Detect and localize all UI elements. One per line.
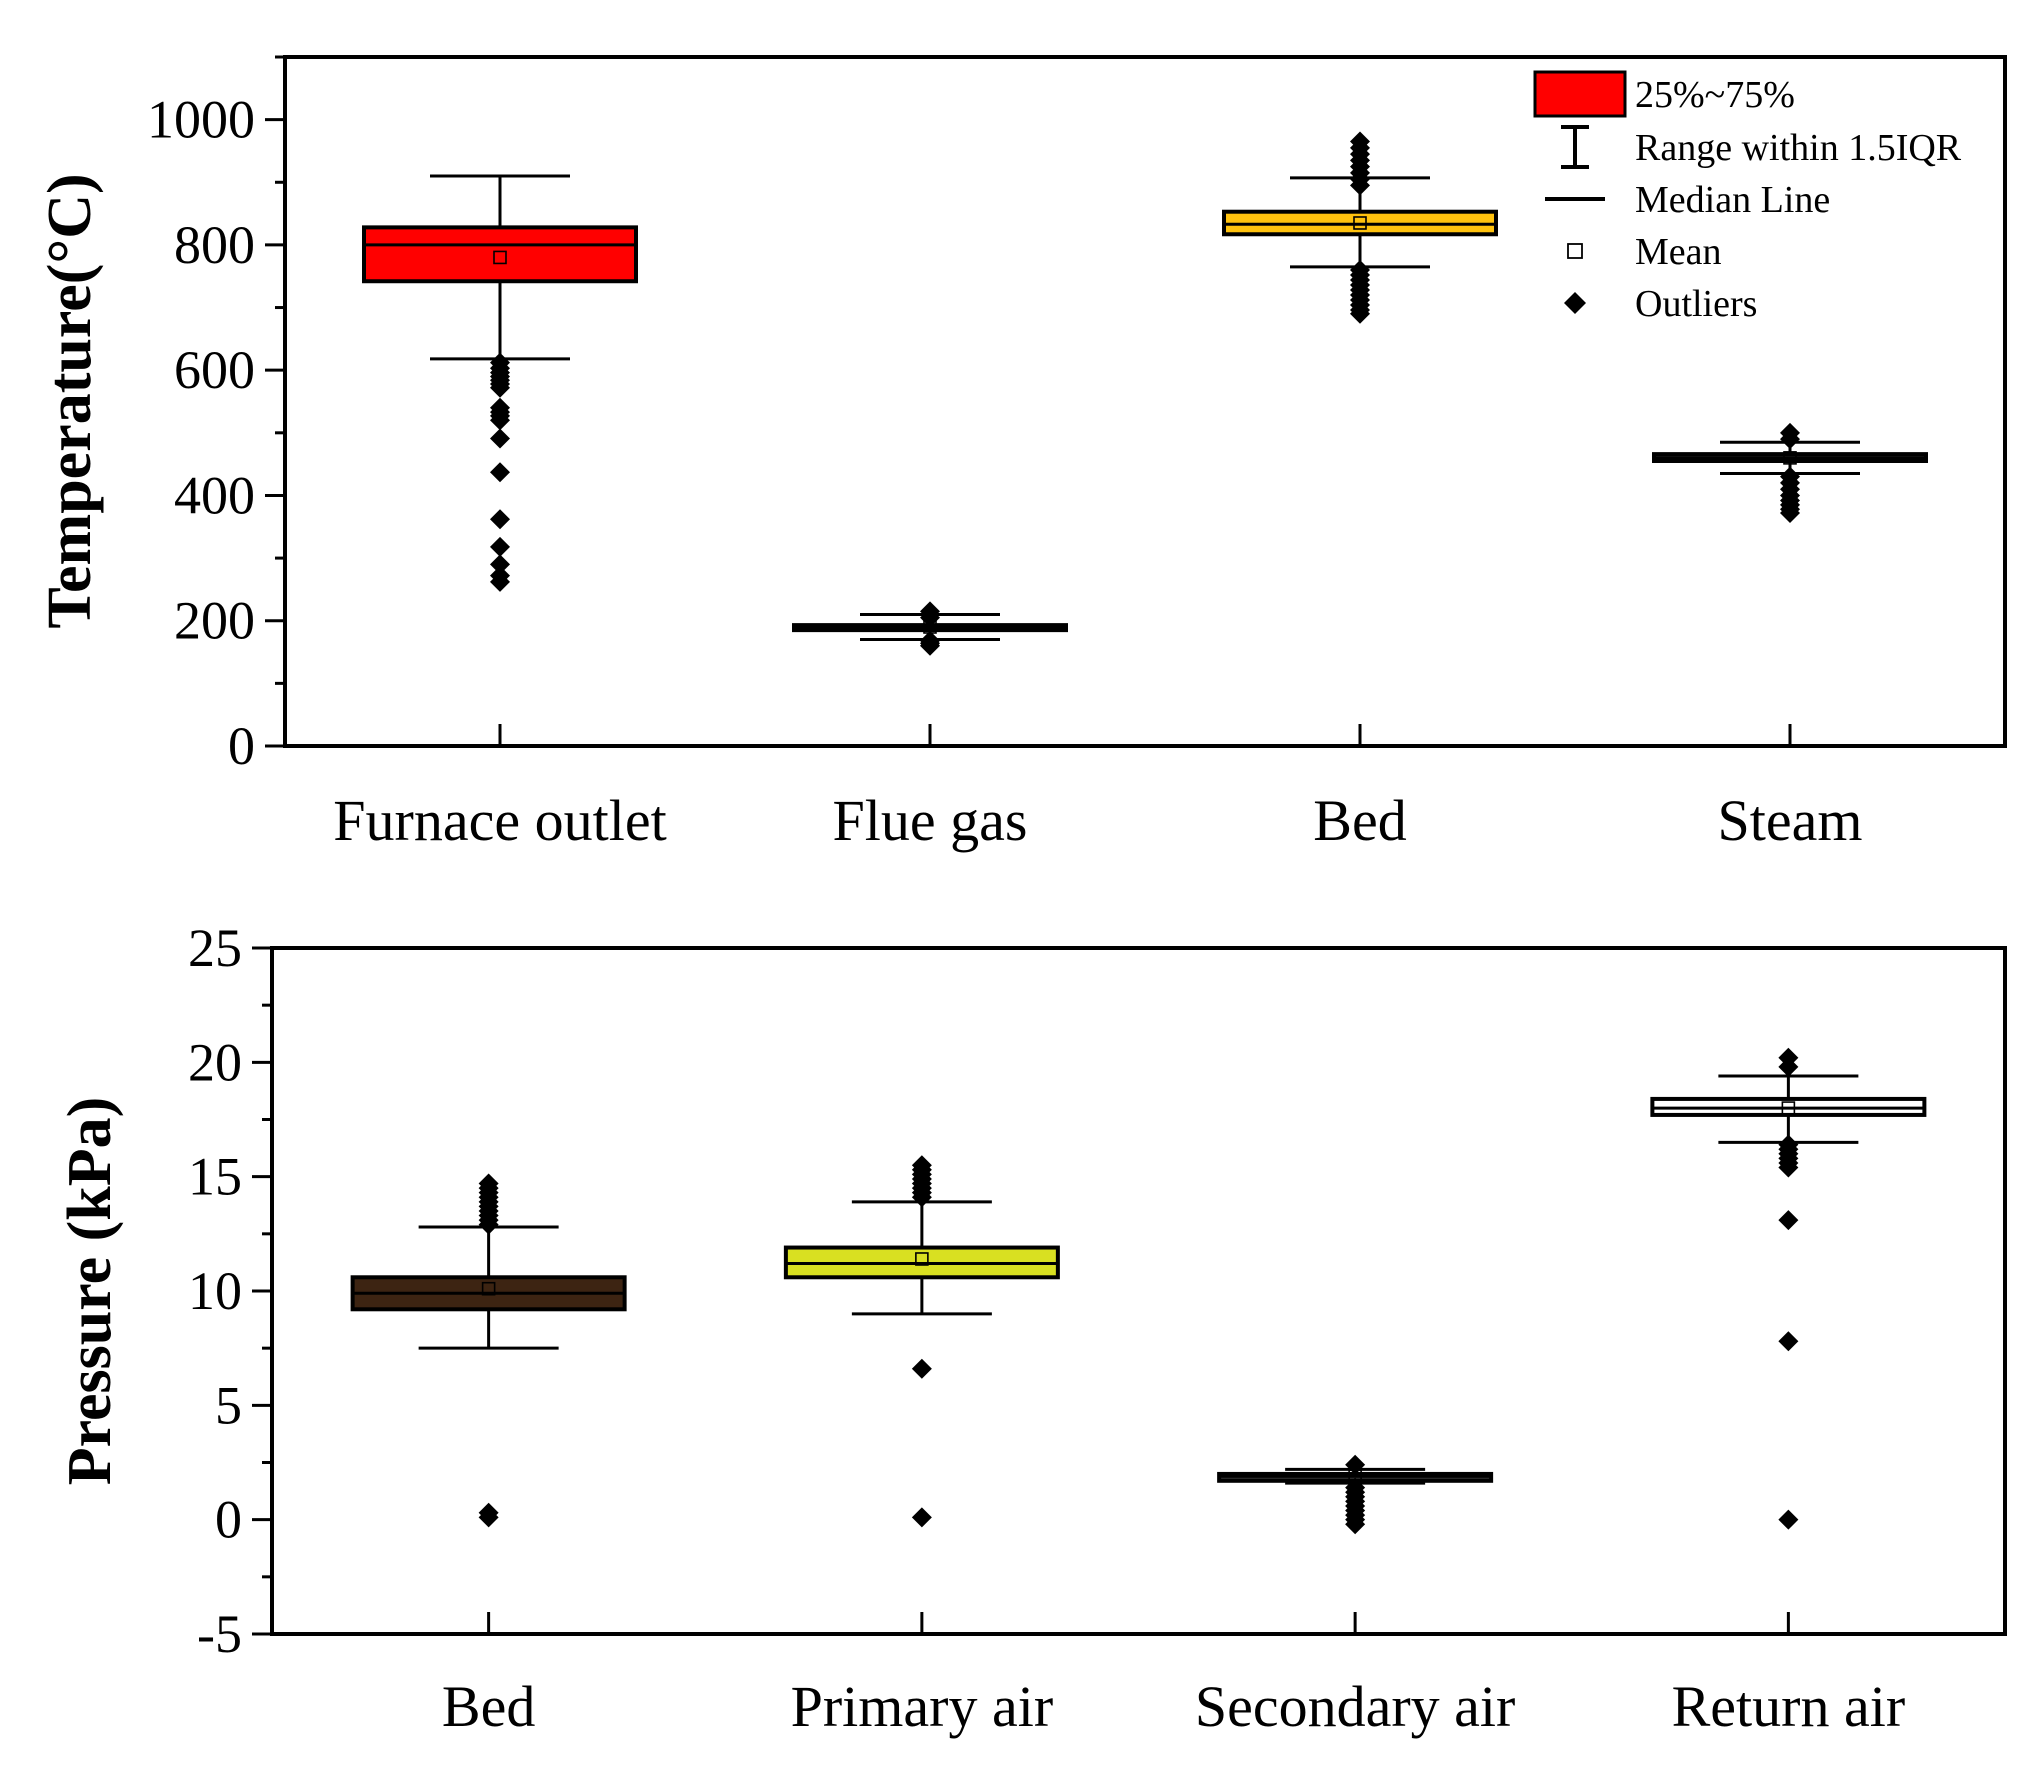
x-category-label: Return air bbox=[1672, 1674, 1906, 1739]
y-tick-label: -5 bbox=[197, 1604, 242, 1664]
outlier-point bbox=[911, 1187, 932, 1208]
outlier-point bbox=[490, 462, 510, 483]
box-2 bbox=[792, 601, 1068, 656]
outlier-point bbox=[1778, 1210, 1799, 1231]
mean-marker bbox=[915, 1252, 929, 1266]
plot-frame bbox=[283, 55, 2007, 748]
outlier-point bbox=[1778, 1331, 1799, 1352]
x-category-label: Flue gas bbox=[833, 788, 1028, 853]
box-4 bbox=[1652, 422, 1928, 523]
y-tick-label: 15 bbox=[188, 1147, 242, 1207]
legend: 25%~75% Range within 1.5IQR Median Line Mea… bbox=[1533, 70, 1962, 325]
legend-box-swatch bbox=[1533, 70, 1627, 118]
y-tick-label: 1000 bbox=[147, 90, 255, 150]
outlier-point bbox=[490, 410, 510, 431]
y-tick-label: 400 bbox=[174, 465, 255, 525]
y-axis-title: Temperature(°C) bbox=[36, 173, 104, 628]
outlier-point bbox=[478, 1214, 499, 1235]
x-category-label: Secondary air bbox=[1195, 1674, 1515, 1739]
box-3 bbox=[1217, 1454, 1494, 1535]
box-3 bbox=[1222, 131, 1498, 324]
box-1 bbox=[350, 1173, 627, 1528]
chart-1: 0 200 400 600 800 1000 Temperature(°C) Furnace … bbox=[36, 55, 2007, 853]
outlier-point bbox=[1778, 1157, 1799, 1178]
outlier-point bbox=[920, 635, 940, 656]
outlier-point bbox=[1350, 303, 1370, 324]
outlier-point bbox=[490, 571, 510, 592]
legend-label: Range within 1.5IQR bbox=[1635, 127, 1962, 169]
y-tick-label: 5 bbox=[215, 1375, 242, 1435]
outlier-point bbox=[490, 554, 510, 575]
box-1 bbox=[362, 174, 638, 592]
legend-outlier-swatch bbox=[1564, 292, 1586, 314]
y-tick-label: 10 bbox=[188, 1261, 242, 1321]
outlier-point bbox=[1350, 175, 1370, 196]
outlier-point bbox=[490, 536, 510, 557]
chart-2: -5 0 5 10 15 20 25 Pressure (kPa) Bed Primary air… bbox=[56, 918, 2007, 1739]
outlier-point bbox=[1345, 1454, 1366, 1475]
y-axis-title: Pressure (kPa) bbox=[56, 1097, 124, 1486]
y-tick-label: 800 bbox=[174, 215, 255, 275]
x-category-label: Primary air bbox=[791, 1674, 1054, 1739]
y-tick-label: 0 bbox=[215, 1490, 242, 1550]
y-tick-label: 25 bbox=[188, 918, 242, 978]
outlier-point bbox=[1780, 502, 1800, 523]
x-category-label: Bed bbox=[1313, 788, 1406, 853]
mean-marker bbox=[1781, 1101, 1796, 1115]
box-2 bbox=[783, 1155, 1060, 1528]
mean-marker bbox=[1783, 451, 1797, 465]
legend-label: Outliers bbox=[1635, 283, 1757, 325]
mean-marker bbox=[493, 250, 507, 265]
legend-mean-swatch bbox=[1567, 243, 1583, 259]
y-tick-label: 0 bbox=[228, 716, 255, 776]
outlier-point bbox=[911, 1358, 932, 1379]
legend-label: 25%~75% bbox=[1635, 74, 1795, 116]
outlier-point bbox=[490, 377, 510, 398]
legend-label: Mean bbox=[1635, 231, 1722, 273]
x-category-label: Furnace outlet bbox=[333, 788, 666, 853]
mean-marker bbox=[1353, 216, 1367, 230]
x-category-label: Steam bbox=[1718, 788, 1863, 853]
outlier-point bbox=[1345, 1514, 1366, 1535]
y-tick-label: 600 bbox=[174, 340, 255, 400]
outlier-point bbox=[1778, 1509, 1799, 1530]
outlier-point bbox=[490, 428, 510, 449]
outlier-point bbox=[490, 509, 510, 530]
box-4 bbox=[1650, 1047, 1927, 1530]
x-category-label: Bed bbox=[442, 1674, 535, 1739]
outlier-point bbox=[1778, 1056, 1799, 1077]
outlier-point bbox=[920, 607, 940, 628]
outlier-point bbox=[1780, 429, 1800, 450]
legend-label: Median Line bbox=[1635, 179, 1830, 221]
outlier-point bbox=[911, 1507, 932, 1528]
mean-marker bbox=[481, 1281, 496, 1296]
iqr-box bbox=[362, 225, 638, 284]
y-tick-label: 200 bbox=[174, 591, 255, 651]
y-tick-label: 20 bbox=[188, 1032, 242, 1092]
outlier-point bbox=[478, 1507, 499, 1528]
